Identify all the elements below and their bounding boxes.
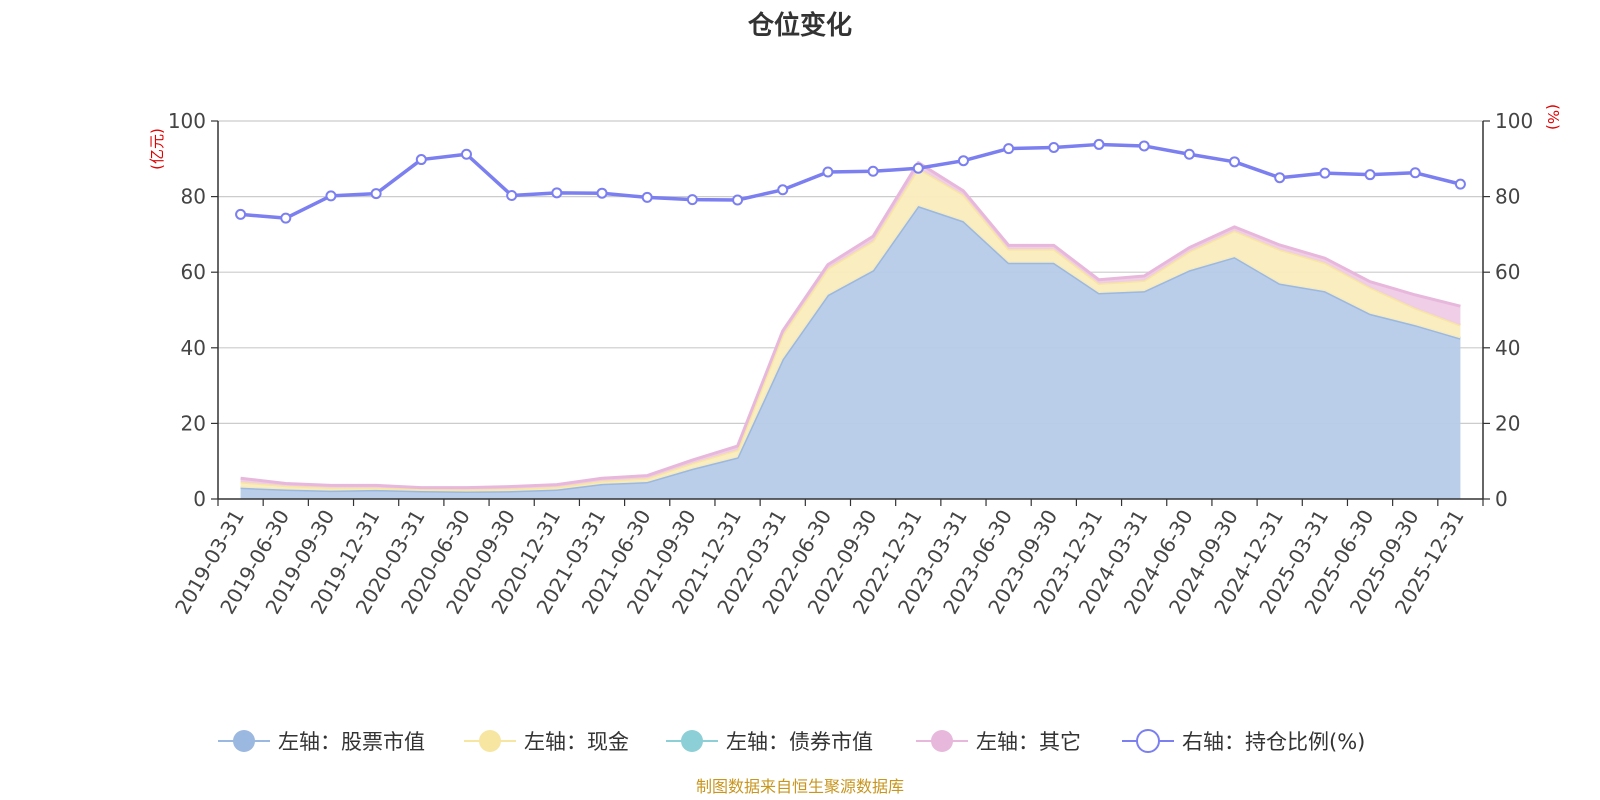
legend-item[interactable]: 右轴：持仓比例(%)	[1122, 729, 1365, 754]
legend-marker	[931, 730, 953, 752]
legend[interactable]: 左轴：股票市值 左轴：现金 左轴：债券市值 左轴：其它 右轴：持仓比例(%)	[218, 729, 1365, 754]
legend-label: 左轴：现金	[524, 730, 629, 754]
right-tick-label: 100	[1495, 109, 1533, 133]
line-point[interactable]	[867, 165, 879, 177]
right-tick-label: 40	[1495, 336, 1520, 360]
legend-label: 左轴：股票市值	[278, 730, 425, 754]
legend-label: 左轴：债券市值	[726, 730, 873, 754]
right-tick-label: 0	[1495, 487, 1508, 511]
line-point[interactable]	[1454, 178, 1466, 190]
line-point[interactable]	[1319, 167, 1331, 179]
line-point[interactable]	[596, 187, 608, 199]
legend-marker	[233, 730, 255, 752]
left-tick-label: 20	[181, 411, 206, 435]
x-tick-labels: 2019-03-312019-06-302019-09-302019-12-31…	[170, 506, 1469, 619]
line-point[interactable]	[1183, 148, 1195, 160]
legend-label: 右轴：持仓比例(%)	[1182, 730, 1365, 754]
right-axis-unit: (%)	[1544, 104, 1562, 130]
left-tick-label: 40	[181, 336, 206, 360]
line-point[interactable]	[551, 187, 563, 199]
line-point[interactable]	[1409, 167, 1421, 179]
chart-title: 仓位变化	[747, 10, 852, 41]
line-point[interactable]	[1274, 172, 1286, 184]
legend-item[interactable]: 左轴：债券市值	[666, 730, 873, 754]
left-tick-label: 100	[168, 109, 206, 133]
line-point[interactable]	[280, 212, 292, 224]
left-tick-label: 0	[193, 487, 206, 511]
line-point[interactable]	[415, 154, 427, 166]
line-point[interactable]	[1048, 141, 1060, 153]
line-point[interactable]	[1138, 140, 1150, 152]
line-point[interactable]	[235, 208, 247, 220]
line-右轴：持仓比例(%)	[240, 142, 1461, 220]
legend-marker	[1136, 729, 1160, 753]
line-point[interactable]	[732, 194, 744, 206]
line-point[interactable]	[822, 166, 834, 178]
stacked-areas	[240, 161, 1461, 500]
line-point[interactable]	[460, 148, 472, 160]
left-tick-label: 80	[181, 185, 206, 209]
legend-marker	[479, 730, 501, 752]
area-左轴：股票市值	[240, 206, 1461, 500]
legend-item[interactable]: 左轴：现金	[464, 730, 629, 754]
legend-marker	[681, 730, 703, 752]
right-tick-label: 20	[1495, 411, 1520, 435]
left-axis-unit: (亿元)	[148, 128, 166, 170]
left-tick-label: 60	[181, 260, 206, 284]
line-point[interactable]	[1364, 169, 1376, 181]
right-tick-label: 60	[1495, 260, 1520, 284]
line-point[interactable]	[686, 194, 698, 206]
line-point[interactable]	[1093, 138, 1105, 150]
legend-item[interactable]: 左轴：股票市值	[218, 730, 425, 754]
source-note: 制图数据来自恒生聚源数据库	[696, 777, 904, 796]
axes	[211, 120, 1490, 506]
line-point[interactable]	[641, 191, 653, 203]
line-point[interactable]	[1003, 143, 1015, 155]
line-point[interactable]	[957, 155, 969, 167]
y-tick-labels: 0 20 40 60 80 100 0 20 40 60 80 100	[168, 109, 1533, 511]
line-point[interactable]	[1229, 156, 1241, 168]
ratio-line-series	[235, 138, 1466, 224]
line-point[interactable]	[370, 188, 382, 200]
line-point[interactable]	[506, 189, 518, 201]
legend-label: 左轴：其它	[976, 730, 1081, 754]
area-edge-左轴：其它	[240, 161, 1461, 490]
line-point[interactable]	[777, 184, 789, 196]
line-point[interactable]	[912, 162, 924, 174]
line-point[interactable]	[325, 190, 337, 202]
legend-item[interactable]: 左轴：其它	[916, 730, 1081, 754]
right-tick-label: 80	[1495, 185, 1520, 209]
